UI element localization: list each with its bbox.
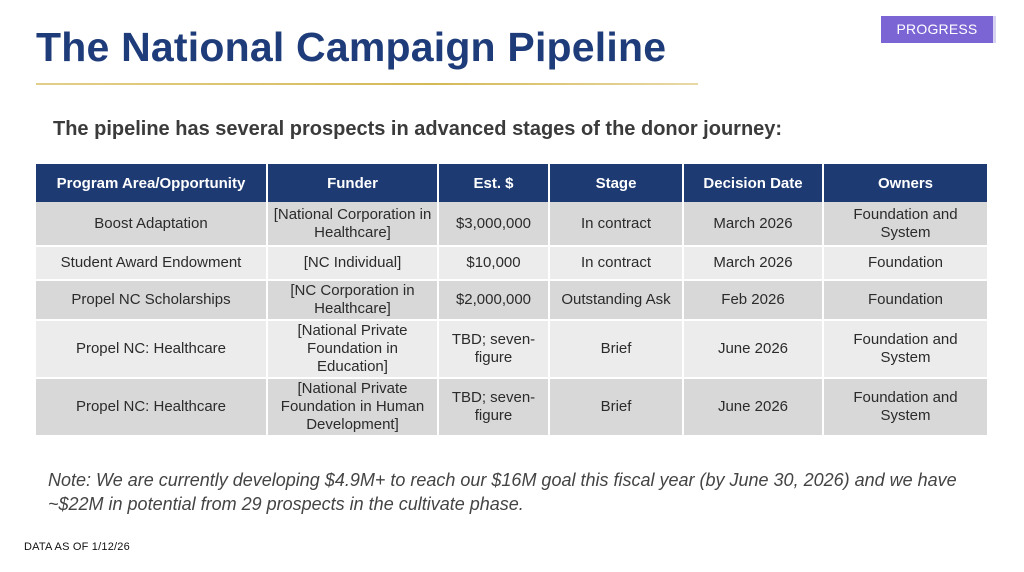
page-subtitle: The pipeline has several prospects in ad… [53,118,783,140]
pipeline-table: Program Area/Opportunity Funder Est. $ S… [36,164,987,437]
table-row: Boost Adaptation [National Corporation i… [36,202,987,247]
cell-estimate: $2,000,000 [438,280,550,321]
cell-funder: [National Private Foundation in Educatio… [267,320,439,379]
cell-decision-date: June 2026 [683,320,824,379]
column-header-decision-date: Decision Date [683,164,824,202]
cell-owners: Foundation and System [823,320,987,379]
cell-program: Student Award Endowment [36,246,268,281]
cell-program: Propel NC Scholarships [36,280,268,321]
table-row: Student Award Endowment [NC Individual] … [36,246,987,281]
cell-program: Propel NC: Healthcare [36,320,268,379]
cell-owners: Foundation [823,280,987,321]
cell-owners: Foundation [823,246,987,281]
table-row: Propel NC: Healthcare [National Private … [36,378,987,437]
cell-owners: Foundation and System [823,378,987,437]
cell-stage: Brief [549,320,684,379]
table-header-row: Program Area/Opportunity Funder Est. $ S… [36,164,987,202]
cell-stage: Brief [549,378,684,437]
cell-stage: In contract [549,246,684,281]
cell-estimate: $3,000,000 [438,202,550,247]
title-underline [36,83,698,85]
column-header-funder: Funder [267,164,439,202]
progress-badge: PROGRESS [881,16,996,43]
column-header-estimate: Est. $ [438,164,550,202]
data-as-of-label: DATA AS OF 1/12/26 [24,541,130,553]
cell-stage: In contract [549,202,684,247]
page-title: The National Campaign Pipeline [36,24,667,70]
cell-funder: [NC Corporation in Healthcare] [267,280,439,321]
table-row: Propel NC Scholarships [NC Corporation i… [36,280,987,321]
cell-stage: Outstanding Ask [549,280,684,321]
cell-estimate: $10,000 [438,246,550,281]
column-header-program: Program Area/Opportunity [36,164,268,202]
pipeline-note: Note: We are currently developing $4.9M+… [48,470,957,514]
cell-funder: [National Private Foundation in Human De… [267,378,439,437]
cell-program: Boost Adaptation [36,202,268,247]
cell-funder: [NC Individual] [267,246,439,281]
cell-program: Propel NC: Healthcare [36,378,268,437]
cell-decision-date: March 2026 [683,246,824,281]
table-row: Propel NC: Healthcare [National Private … [36,320,987,379]
cell-decision-date: March 2026 [683,202,824,247]
column-header-stage: Stage [549,164,684,202]
cell-estimate: TBD; seven-figure [438,320,550,379]
cell-owners: Foundation and System [823,202,987,247]
column-header-owners: Owners [823,164,987,202]
cell-estimate: TBD; seven-figure [438,378,550,437]
cell-funder: [National Corporation in Healthcare] [267,202,439,247]
cell-decision-date: June 2026 [683,378,824,437]
cell-decision-date: Feb 2026 [683,280,824,321]
